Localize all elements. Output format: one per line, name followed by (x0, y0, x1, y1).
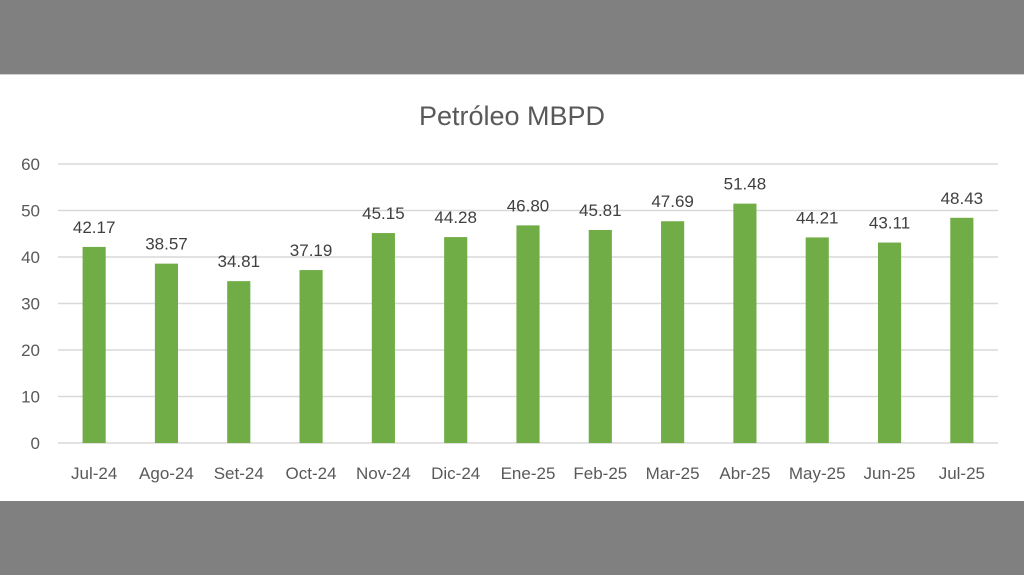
x-tick-label: May-25 (789, 464, 846, 483)
bars (82, 203, 974, 443)
bar-Abr-25 (733, 203, 757, 443)
x-tick-label: Nov-24 (356, 464, 411, 483)
y-tick-label: 60 (21, 155, 40, 174)
y-tick-label: 40 (21, 248, 40, 267)
chart-title: Petróleo MBPD (419, 101, 605, 131)
bar-Ene-25 (516, 225, 540, 443)
x-tick-label: Abr-25 (719, 464, 770, 483)
x-tick-label: Dic-24 (431, 464, 480, 483)
y-tick-label: 30 (21, 295, 40, 314)
data-label: 51.48 (724, 175, 767, 194)
bar-Mar-25 (661, 221, 685, 443)
data-label: 38.57 (145, 235, 188, 254)
data-label: 37.19 (290, 241, 333, 260)
bar-Jun-25 (877, 242, 902, 443)
bar-May-25 (805, 237, 829, 443)
y-tick-label: 0 (31, 434, 40, 453)
bar-Jul-24 (82, 246, 106, 443)
data-label: 42.17 (73, 218, 116, 237)
data-label: 44.21 (796, 208, 839, 227)
x-tick-label: Jul-25 (939, 464, 985, 483)
x-tick-label: Mar-25 (646, 464, 700, 483)
data-label: 34.81 (217, 252, 260, 271)
x-tick-label: Jul-24 (71, 464, 117, 483)
x-tick-label: Set-24 (214, 464, 264, 483)
bar-Oct-24 (299, 270, 323, 443)
data-label: 47.69 (651, 192, 694, 211)
data-label: 44.28 (434, 208, 477, 227)
data-label: 48.43 (941, 189, 984, 208)
x-tick-label: Jun-25 (864, 464, 916, 483)
x-axis-tick-labels: Jul-24 Ago-24 Set-24 Oct-24 Nov-24 Dic-24 Ene-… (71, 464, 985, 483)
top-background-band (0, 0, 1024, 74)
y-axis-tick-labels: 0 10 20 30 40 50 60 (21, 155, 40, 453)
y-tick-label: 20 (21, 341, 40, 360)
bar-Set-24 (227, 281, 251, 443)
bar-Dic-24 (444, 237, 468, 443)
x-tick-label: Feb-25 (573, 464, 627, 483)
bar-Feb-25 (588, 229, 612, 443)
bottom-background-band (0, 501, 1024, 575)
bar-Nov-24 (371, 233, 395, 443)
x-tick-label: Ago-24 (139, 464, 194, 483)
x-tick-label: Oct-24 (286, 464, 337, 483)
bar-Jul-25 (950, 217, 974, 443)
data-label: 43.11 (869, 214, 910, 233)
x-tick-label: Ene-25 (501, 464, 556, 483)
bar-Ago-24 (154, 263, 179, 443)
data-label: 46.80 (507, 196, 550, 215)
data-label: 45.15 (362, 204, 405, 223)
y-tick-label: 50 (21, 202, 40, 221)
data-labels: 42.17 38.57 34.81 37.19 45.15 44.28 46.80 45.81… (73, 175, 983, 272)
data-label: 45.81 (579, 201, 622, 220)
y-tick-label: 10 (21, 388, 40, 407)
